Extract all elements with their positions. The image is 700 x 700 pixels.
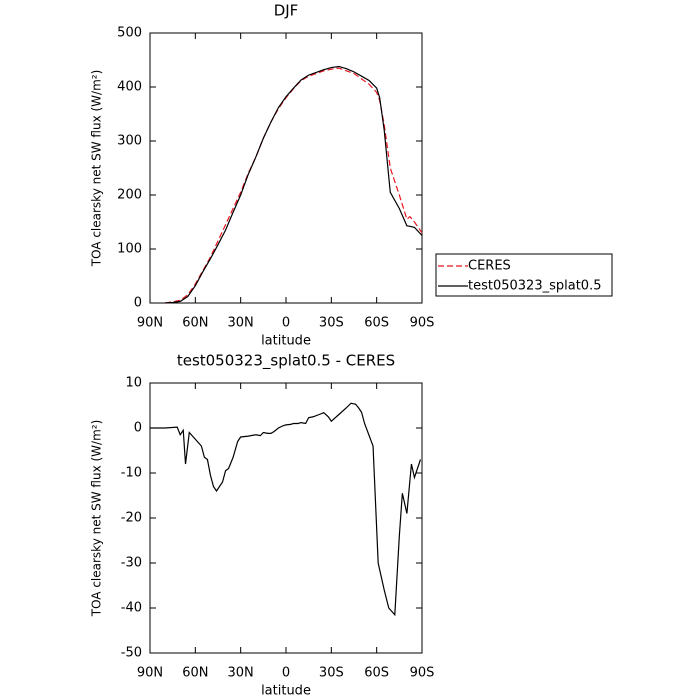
y-tick-label: 400: [117, 80, 142, 95]
y-tick-label: -20: [121, 511, 142, 526]
x-tick-label: 30N: [228, 316, 254, 331]
legend-label: CERES: [468, 259, 511, 274]
x-tick-label: 30S: [319, 666, 344, 681]
y-tick-label: 300: [117, 134, 142, 149]
y-tick-label: 10: [125, 376, 142, 391]
y-tick-label: -30: [121, 556, 142, 571]
x-tick-label: 60S: [364, 666, 389, 681]
y-tick-label: -50: [121, 646, 142, 661]
x-tick-label: 30S: [319, 316, 344, 331]
x-tick-label: 90N: [137, 666, 163, 681]
x-tick-label: 60N: [182, 666, 208, 681]
y-tick-label: 200: [117, 188, 142, 203]
y-axis-label: TOA clearsky net SW flux (W/m²): [90, 70, 104, 268]
y-tick-label: -10: [121, 466, 142, 481]
x-tick-label: 90S: [410, 666, 435, 681]
x-tick-label: 90S: [410, 316, 435, 331]
x-axis-label: latitude: [261, 684, 311, 699]
x-tick-label: 0: [282, 316, 290, 331]
y-axis-label: TOA clearsky net SW flux (W/m²): [90, 420, 104, 618]
x-tick-label: 30N: [228, 666, 254, 681]
x-tick-label: 90N: [137, 316, 163, 331]
y-tick-label: -40: [121, 601, 142, 616]
legend-label: test050323_splat0.5: [468, 279, 601, 294]
plot-frame: [149, 382, 423, 654]
data-line: [165, 67, 423, 304]
x-tick-label: 60S: [364, 316, 389, 331]
chart-title: test050323_splat0.5 - CERES: [177, 352, 395, 371]
y-tick-label: 100: [117, 242, 142, 257]
x-axis-label: latitude: [261, 334, 311, 349]
plot-frame: [149, 32, 423, 304]
chart-title: DJF: [274, 2, 299, 20]
y-tick-label: 0: [134, 296, 142, 311]
legend-box: [435, 253, 613, 297]
y-tick-label: 0: [134, 421, 142, 436]
data-line: [150, 402, 422, 617]
x-tick-label: 0: [282, 666, 290, 681]
x-tick-label: 60N: [182, 316, 208, 331]
data-line: [165, 65, 423, 304]
y-tick-label: 500: [117, 26, 142, 41]
